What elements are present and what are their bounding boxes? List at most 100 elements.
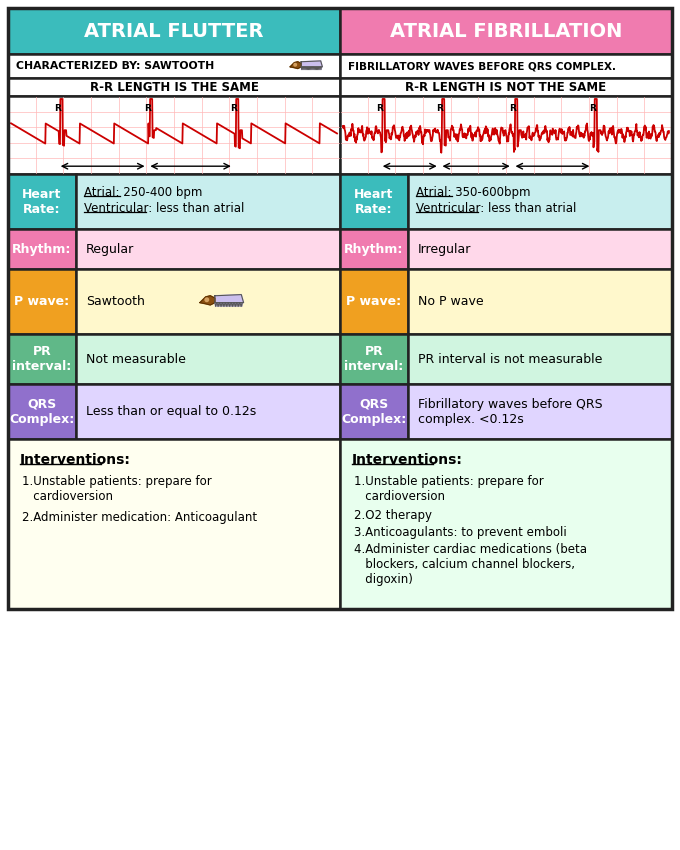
Text: R: R — [509, 104, 516, 113]
Polygon shape — [216, 303, 218, 307]
Text: R-R LENGTH IS NOT THE SAME: R-R LENGTH IS NOT THE SAME — [405, 81, 607, 94]
Text: R-R LENGTH IS THE SAME: R-R LENGTH IS THE SAME — [90, 81, 258, 94]
Bar — [76, 269, 340, 334]
Polygon shape — [218, 303, 220, 307]
Text: PR
interval:: PR interval: — [12, 345, 71, 373]
Polygon shape — [317, 67, 318, 70]
Polygon shape — [313, 67, 315, 70]
Polygon shape — [232, 303, 233, 307]
Bar — [8, 269, 76, 334]
Polygon shape — [318, 67, 320, 70]
Text: Heart
Rate:: Heart Rate: — [22, 188, 62, 216]
Bar — [408, 269, 672, 334]
Polygon shape — [310, 67, 311, 70]
Bar — [8, 174, 76, 229]
Polygon shape — [226, 303, 227, 307]
Polygon shape — [231, 303, 232, 307]
Bar — [8, 229, 76, 269]
Polygon shape — [233, 303, 235, 307]
Bar — [76, 229, 340, 269]
Bar — [8, 96, 340, 174]
Text: QRS
Complex:: QRS Complex: — [341, 398, 407, 426]
Bar — [8, 54, 340, 78]
Polygon shape — [224, 303, 226, 307]
Polygon shape — [305, 67, 306, 70]
Polygon shape — [306, 67, 307, 70]
Text: Rhythm:: Rhythm: — [12, 242, 71, 256]
Bar — [340, 334, 408, 384]
Bar — [340, 78, 672, 96]
Polygon shape — [290, 62, 301, 69]
Bar — [408, 229, 672, 269]
Text: Atrial: 250-400 bpm: Atrial: 250-400 bpm — [84, 186, 203, 199]
Polygon shape — [227, 303, 228, 307]
Polygon shape — [241, 303, 243, 307]
Text: Regular: Regular — [86, 242, 134, 256]
Bar — [8, 78, 340, 96]
Text: Irregular: Irregular — [418, 242, 471, 256]
Bar — [340, 439, 672, 609]
Bar — [8, 439, 340, 609]
Polygon shape — [215, 303, 216, 307]
Text: Heart
Rate:: Heart Rate: — [354, 188, 394, 216]
Polygon shape — [238, 303, 239, 307]
Bar — [8, 8, 340, 54]
Polygon shape — [311, 67, 313, 70]
Text: R: R — [589, 104, 596, 113]
Text: 3.Anticoagulants: to prevent emboli: 3.Anticoagulants: to prevent emboli — [354, 526, 566, 539]
Text: ATRIAL FIBRILLATION: ATRIAL FIBRILLATION — [390, 21, 622, 41]
Text: ATRIAL FLUTTER: ATRIAL FLUTTER — [84, 21, 264, 41]
Bar — [340, 174, 408, 229]
Bar — [408, 334, 672, 384]
Circle shape — [205, 298, 209, 302]
Bar — [76, 174, 340, 229]
Text: Sawtooth: Sawtooth — [86, 295, 145, 308]
Polygon shape — [222, 303, 224, 307]
Text: 1.Unstable patients: prepare for
   cardioversion: 1.Unstable patients: prepare for cardiov… — [22, 475, 211, 503]
Polygon shape — [320, 67, 322, 70]
Bar — [340, 269, 408, 334]
Polygon shape — [228, 303, 231, 307]
Text: CHARACTERIZED BY: SAWTOOTH: CHARACTERIZED BY: SAWTOOTH — [16, 61, 214, 71]
Text: 1.Unstable patients: prepare for
   cardioversion: 1.Unstable patients: prepare for cardiov… — [354, 475, 544, 503]
Polygon shape — [237, 303, 238, 307]
Text: 4.Administer cardiac medications (beta
   blockers, calcium channel blockers,
  : 4.Administer cardiac medications (beta b… — [354, 543, 587, 586]
Polygon shape — [308, 67, 309, 70]
Bar — [340, 96, 672, 174]
Polygon shape — [309, 67, 310, 70]
Bar — [8, 334, 76, 384]
Text: Fibrillatory waves before QRS
complex. <0.12s: Fibrillatory waves before QRS complex. <… — [418, 398, 602, 426]
Polygon shape — [307, 67, 308, 70]
Bar — [8, 384, 76, 439]
Polygon shape — [215, 295, 243, 303]
Text: Not measurable: Not measurable — [86, 353, 186, 366]
Text: 2.O2 therapy: 2.O2 therapy — [354, 509, 432, 522]
Text: P wave:: P wave: — [14, 295, 69, 308]
Text: PR interval is not measurable: PR interval is not measurable — [418, 353, 602, 366]
Text: R: R — [231, 104, 237, 113]
Polygon shape — [315, 67, 316, 70]
Text: Ventricular: less than atrial: Ventricular: less than atrial — [416, 202, 577, 215]
Bar — [8, 8, 672, 609]
Bar — [76, 384, 340, 439]
Bar — [408, 384, 672, 439]
Text: R: R — [54, 104, 61, 113]
Polygon shape — [220, 303, 221, 307]
Bar — [340, 54, 672, 78]
Text: Less than or equal to 0.12s: Less than or equal to 0.12s — [86, 405, 256, 418]
Circle shape — [294, 64, 296, 66]
Text: 2.Administer medication: Anticoagulant: 2.Administer medication: Anticoagulant — [22, 511, 257, 524]
Text: Atrial: 350-600bpm: Atrial: 350-600bpm — [416, 186, 530, 199]
Text: FIBRILLATORY WAVES BEFORE QRS COMPLEX.: FIBRILLATORY WAVES BEFORE QRS COMPLEX. — [348, 61, 616, 71]
Text: No P wave: No P wave — [418, 295, 483, 308]
Polygon shape — [301, 61, 322, 67]
Bar — [340, 229, 408, 269]
Polygon shape — [301, 67, 303, 70]
Polygon shape — [221, 303, 222, 307]
Text: QRS
Complex:: QRS Complex: — [10, 398, 75, 426]
Text: R: R — [144, 104, 151, 113]
Bar — [340, 384, 408, 439]
Text: P wave:: P wave: — [346, 295, 402, 308]
Bar — [408, 174, 672, 229]
Polygon shape — [316, 67, 317, 70]
